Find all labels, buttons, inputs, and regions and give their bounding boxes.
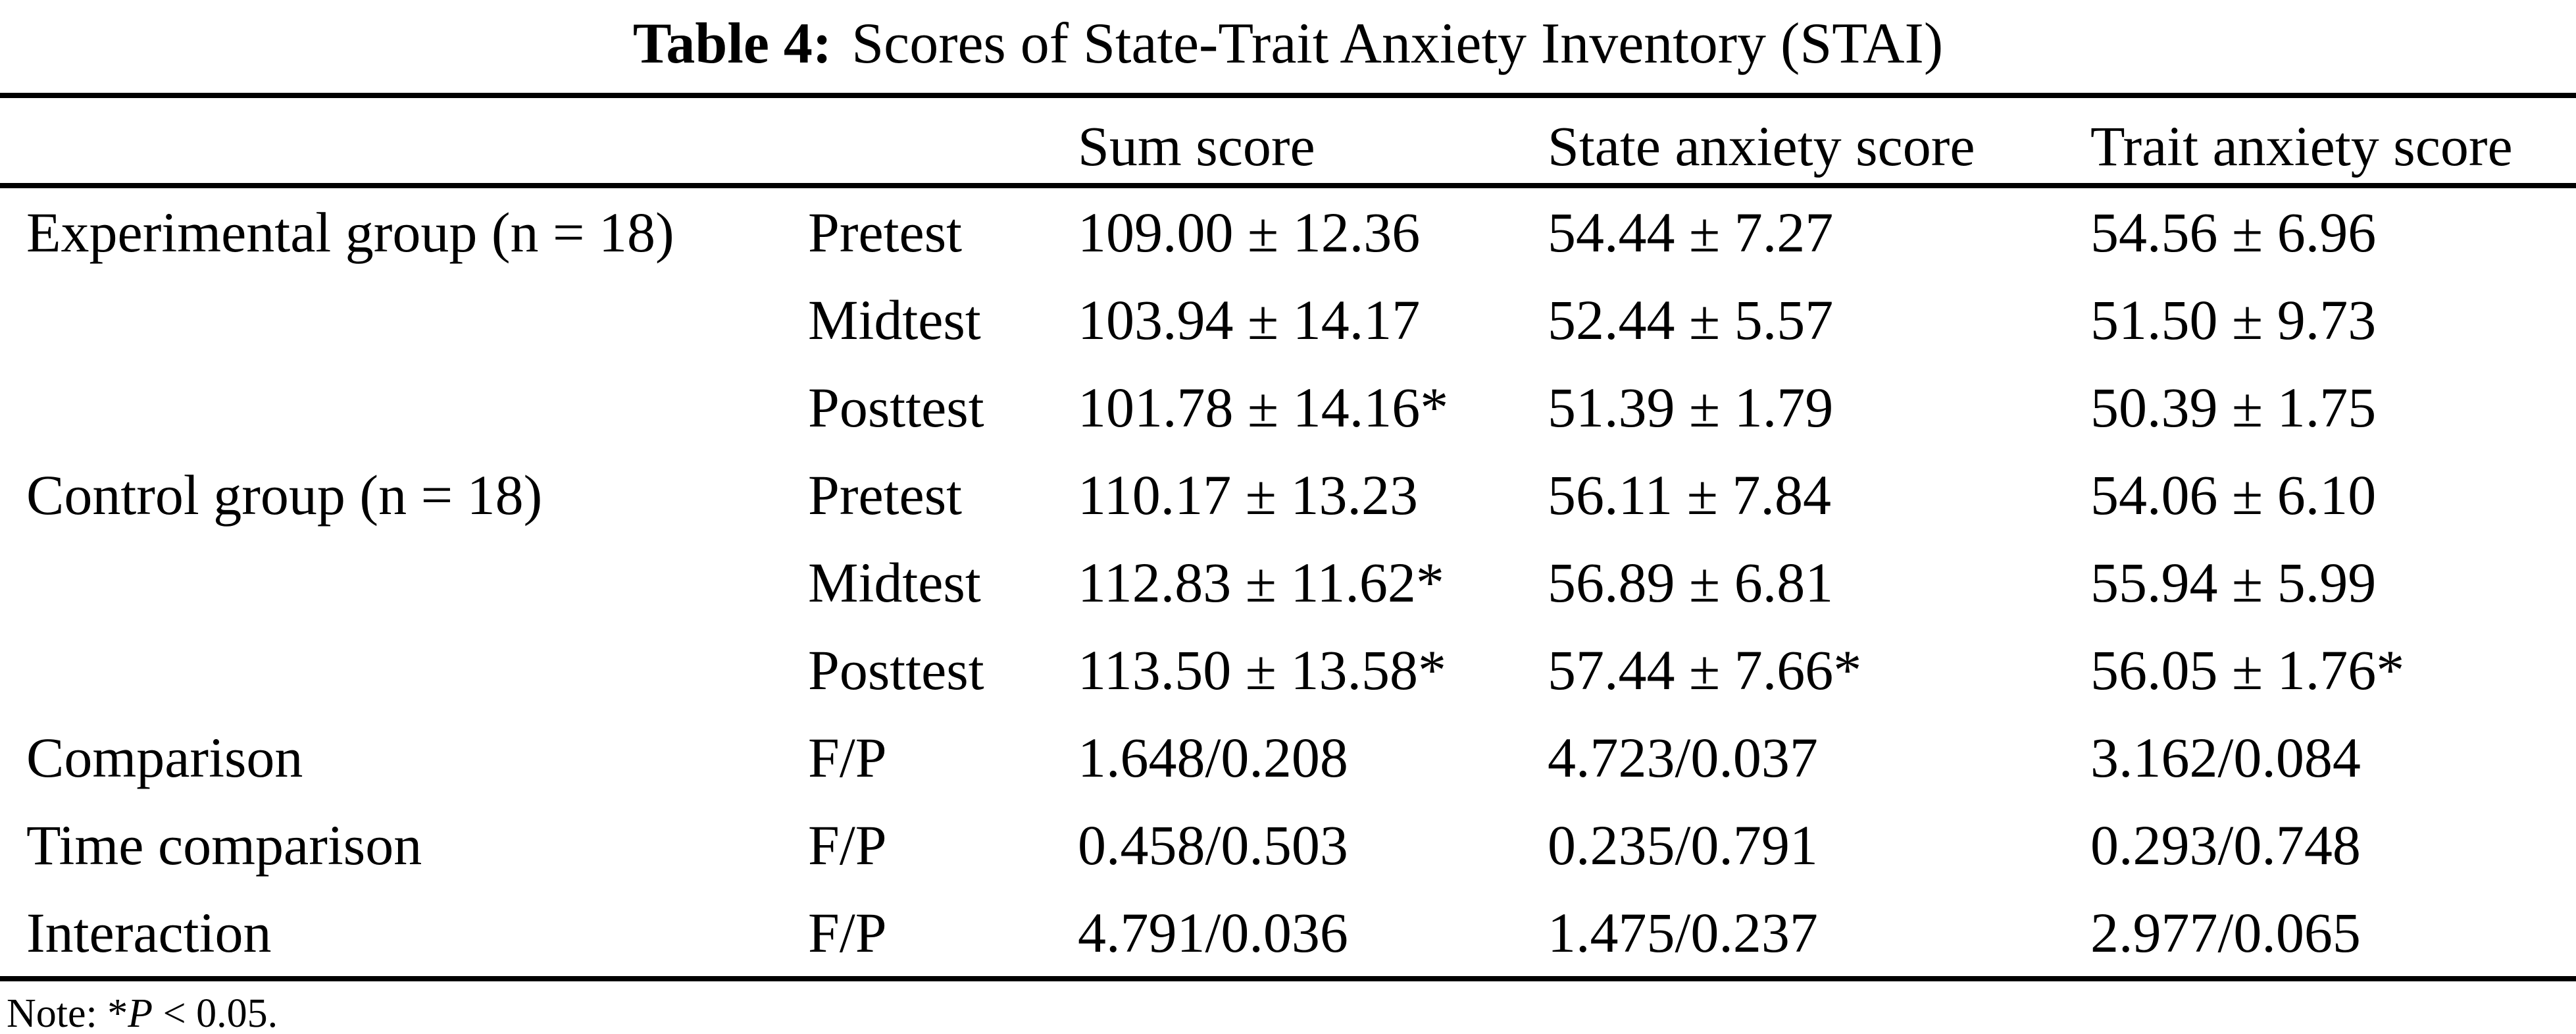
table-title-text: Scores of State-Trait Anxiety Inventory … xyxy=(851,12,1944,76)
cell-trait-score: 55.94 ± 5.99 xyxy=(2090,550,2377,614)
cell-test: Posttest xyxy=(808,638,984,702)
table-rule-top xyxy=(0,93,2576,99)
note-prefix: Note: * xyxy=(7,991,128,1034)
cell-state-score: 0.235/0.791 xyxy=(1548,813,1818,877)
cell-sum-score: 103.94 ± 14.17 xyxy=(1078,288,1421,351)
cell-sum-score: 1.648/0.208 xyxy=(1078,725,1348,789)
cell-sum-score: 109.00 ± 12.36 xyxy=(1078,200,1421,264)
table-row: Control group (n = 18) Pretest 110.17 ± … xyxy=(0,451,2576,538)
cell-trait-score: 54.56 ± 6.96 xyxy=(2090,200,2377,264)
col-header-state-anxiety-score: State anxiety score xyxy=(1548,115,1975,178)
cell-state-score: 1.475/0.237 xyxy=(1548,900,1818,964)
cell-test: Midtest xyxy=(808,288,981,351)
cell-test: Pretest xyxy=(808,200,963,264)
cell-state-score: 52.44 ± 5.57 xyxy=(1548,288,1834,351)
cell-test: F/P xyxy=(808,725,887,789)
table-rule-header xyxy=(0,183,2576,189)
table-body: Experimental group (n = 18) Pretest 109.… xyxy=(0,188,2576,976)
cell-state-score: 4.723/0.037 xyxy=(1548,725,1818,789)
cell-sum-score: 113.50 ± 13.58* xyxy=(1078,638,1447,702)
cell-trait-score: 51.50 ± 9.73 xyxy=(2090,288,2377,351)
cell-group: Control group (n = 18) xyxy=(26,463,543,527)
table-note: Note: *P < 0.05. xyxy=(0,981,2576,1034)
cell-test: F/P xyxy=(808,813,887,877)
cell-trait-score: 3.162/0.084 xyxy=(2090,725,2361,789)
table-title-label: Table 4: xyxy=(632,12,832,76)
cell-state-score: 57.44 ± 7.66* xyxy=(1548,638,1862,702)
cell-trait-score: 2.977/0.065 xyxy=(2090,900,2361,964)
table-row: Midtest 112.83 ± 11.62* 56.89 ± 6.81 55.… xyxy=(0,538,2576,626)
cell-test: Posttest xyxy=(808,375,984,439)
note-suffix: < 0.05. xyxy=(153,991,278,1034)
table-row: Interaction F/P 4.791/0.036 1.475/0.237 … xyxy=(0,889,2576,976)
cell-test: Midtest xyxy=(808,550,981,614)
table-row: Midtest 103.94 ± 14.17 52.44 ± 5.57 51.5… xyxy=(0,276,2576,363)
cell-group: Interaction xyxy=(26,900,272,964)
cell-test: F/P xyxy=(808,900,887,964)
table-rule-bottom xyxy=(0,976,2576,982)
cell-state-score: 56.89 ± 6.81 xyxy=(1548,550,1834,614)
table-row: Posttest 113.50 ± 13.58* 57.44 ± 7.66* 5… xyxy=(0,626,2576,713)
cell-sum-score: 110.17 ± 13.23 xyxy=(1078,463,1419,527)
cell-state-score: 56.11 ± 7.84 xyxy=(1548,463,1832,527)
cell-sum-score: 101.78 ± 14.16* xyxy=(1078,375,1449,439)
cell-group: Experimental group (n = 18) xyxy=(26,200,674,264)
cell-test: Pretest xyxy=(808,463,963,527)
table-header-row: Sum score State anxiety score Trait anxi… xyxy=(0,98,2576,183)
cell-trait-score: 0.293/0.748 xyxy=(2090,813,2361,877)
table-row: Time comparison F/P 0.458/0.503 0.235/0.… xyxy=(0,801,2576,889)
table-row: Comparison F/P 1.648/0.208 4.723/0.037 3… xyxy=(0,713,2576,801)
cell-group: Comparison xyxy=(26,725,303,789)
cell-trait-score: 56.05 ± 1.76* xyxy=(2090,638,2405,702)
note-p-symbol: P xyxy=(128,991,153,1034)
cell-sum-score: 112.83 ± 11.62* xyxy=(1078,550,1444,614)
cell-group: Time comparison xyxy=(26,813,422,877)
col-header-sum-score: Sum score xyxy=(1078,115,1315,178)
cell-trait-score: 54.06 ± 6.10 xyxy=(2090,463,2377,527)
cell-sum-score: 4.791/0.036 xyxy=(1078,900,1348,964)
cell-state-score: 54.44 ± 7.27 xyxy=(1548,200,1834,264)
col-header-test xyxy=(808,179,1078,183)
table-title: Table 4: Scores of State-Trait Anxiety In… xyxy=(0,0,2576,77)
col-header-trait-anxiety-score: Trait anxiety score xyxy=(2090,115,2513,178)
cell-trait-score: 50.39 ± 1.75 xyxy=(2090,375,2377,439)
col-header-group xyxy=(26,179,808,183)
cell-sum-score: 0.458/0.503 xyxy=(1078,813,1348,877)
table-row: Posttest 101.78 ± 14.16* 51.39 ± 1.79 50… xyxy=(0,363,2576,451)
cell-state-score: 51.39 ± 1.79 xyxy=(1548,375,1834,439)
table-row: Experimental group (n = 18) Pretest 109.… xyxy=(0,188,2576,276)
